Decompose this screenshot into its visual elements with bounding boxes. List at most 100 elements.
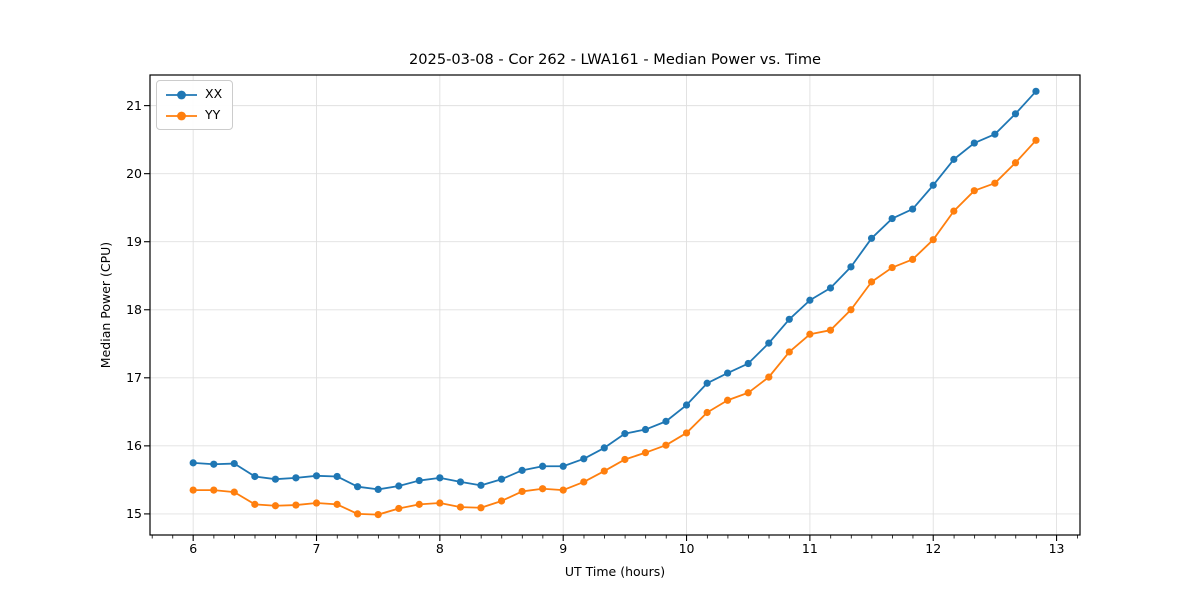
x-tick-label: 6 bbox=[189, 541, 197, 556]
series-yy-point bbox=[1032, 136, 1040, 144]
series-xx-point bbox=[271, 475, 280, 483]
series-yy-point bbox=[415, 500, 423, 508]
series-xx-point bbox=[210, 460, 218, 468]
data-series bbox=[189, 87, 1040, 519]
series-xx-point bbox=[312, 472, 321, 480]
series-yy-point bbox=[600, 467, 608, 475]
series-yy-point bbox=[724, 396, 732, 404]
x-tick-label: 8 bbox=[436, 541, 444, 556]
series-yy-point bbox=[662, 441, 670, 449]
series-yy-point bbox=[909, 255, 917, 264]
legend-marker-xx-icon bbox=[166, 90, 197, 99]
series-xx-point bbox=[456, 478, 465, 486]
series-yy-point bbox=[888, 263, 896, 272]
series-yy-point bbox=[395, 504, 403, 513]
series-xx-point bbox=[724, 369, 732, 377]
x-tick-label: 9 bbox=[559, 541, 567, 556]
series-xx-point bbox=[477, 481, 485, 489]
series-xx-point bbox=[641, 425, 650, 434]
series-yy-point bbox=[991, 179, 999, 187]
series-xx-point bbox=[867, 234, 876, 242]
series-yy-point bbox=[682, 429, 691, 437]
series-xx-point bbox=[230, 459, 238, 468]
y-tick-label: 19 bbox=[126, 234, 142, 249]
series-xx-point bbox=[415, 476, 423, 485]
legend-marker-yy-icon bbox=[166, 111, 197, 120]
series-xx-point bbox=[1032, 87, 1040, 95]
x-tick-label: 11 bbox=[802, 541, 818, 556]
series-yy-point bbox=[271, 502, 280, 510]
series-xx-point bbox=[765, 339, 773, 347]
series-yy-point bbox=[436, 499, 444, 507]
series-yy-point bbox=[703, 408, 711, 417]
plot-border bbox=[149, 74, 1081, 536]
series-xx-point bbox=[580, 455, 588, 463]
series-yy-point bbox=[292, 501, 300, 509]
x-tick-label: 12 bbox=[925, 541, 941, 556]
series-xx-point bbox=[785, 315, 793, 323]
series-xx-point bbox=[292, 474, 300, 482]
legend-entry-xx: XX bbox=[165, 85, 222, 104]
series-xx-point bbox=[395, 482, 403, 490]
y-tick-label: 16 bbox=[126, 438, 142, 453]
axis-ticks: 6 7 8 9 10 11 12 13 15 16 17 18 19 20 21 bbox=[126, 98, 1078, 556]
series-yy-point bbox=[230, 488, 238, 496]
series-xx-point bbox=[436, 474, 444, 482]
series-xx-point bbox=[929, 181, 937, 189]
series-yy-point bbox=[210, 486, 218, 494]
series-xx-point bbox=[251, 472, 259, 481]
series-xx-point bbox=[847, 263, 855, 271]
series-xx-point bbox=[600, 444, 608, 452]
series-yy-point bbox=[251, 500, 259, 508]
series-yy-point bbox=[785, 348, 793, 356]
series-xx-point bbox=[539, 462, 547, 470]
series-yy-point bbox=[580, 478, 588, 486]
series-xx-point bbox=[806, 296, 814, 304]
series-xx-point bbox=[703, 379, 711, 387]
y-axis-label: Median Power (CPU) bbox=[98, 242, 113, 368]
series-xx-point bbox=[374, 485, 382, 494]
series-yy-point bbox=[765, 373, 773, 381]
series-yy-point bbox=[744, 389, 752, 397]
series-yy-point bbox=[477, 504, 485, 512]
series-xx-point bbox=[497, 475, 506, 483]
legend-entry-yy: YY bbox=[165, 106, 222, 125]
series-yy-point bbox=[497, 497, 506, 505]
series-xx-point bbox=[662, 417, 670, 425]
legend-label-yy: YY bbox=[205, 107, 221, 123]
x-tick-label: 7 bbox=[313, 541, 321, 556]
series-xx-point bbox=[682, 401, 691, 409]
series-yy-point bbox=[970, 187, 978, 195]
series-yy-point bbox=[518, 487, 526, 496]
x-tick-label: 13 bbox=[1049, 541, 1065, 556]
series-xx-point bbox=[189, 459, 197, 467]
series-xx-point bbox=[991, 130, 999, 138]
series-yy-point bbox=[641, 449, 650, 457]
y-tick-label: 17 bbox=[126, 370, 142, 385]
series-xx-point bbox=[909, 205, 917, 213]
series-yy-line bbox=[193, 139, 1037, 516]
series-xx-point bbox=[353, 483, 362, 491]
series-xx-point bbox=[621, 430, 629, 438]
series-yy-point bbox=[867, 278, 876, 286]
series-yy-point bbox=[456, 503, 465, 511]
series-xx-point bbox=[888, 214, 896, 223]
series-yy-point bbox=[353, 510, 362, 518]
series-xx-point bbox=[333, 472, 341, 481]
series-xx-point bbox=[826, 284, 835, 292]
y-tick-label: 20 bbox=[126, 166, 142, 181]
series-xx-point bbox=[970, 139, 978, 147]
y-tick-label: 15 bbox=[126, 506, 142, 521]
series-xx-point bbox=[950, 155, 958, 163]
legend: XX YY bbox=[156, 80, 234, 130]
grid-lines bbox=[150, 75, 1080, 535]
series-yy-point bbox=[847, 306, 855, 314]
series-yy-point bbox=[374, 510, 382, 519]
x-tick-label: 10 bbox=[679, 541, 695, 556]
series-xx-point bbox=[518, 466, 526, 474]
series-yy-point bbox=[333, 500, 341, 508]
series-xx-point bbox=[744, 359, 752, 368]
legend-label-xx: XX bbox=[205, 86, 223, 102]
